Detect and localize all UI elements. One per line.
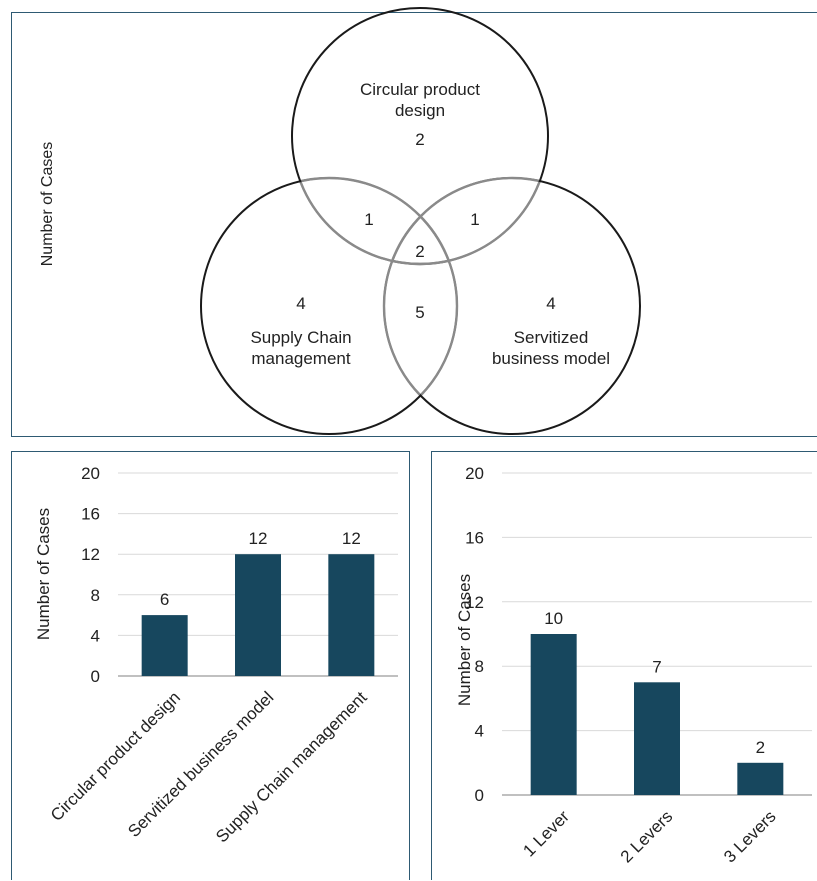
- y-tick-label: 4: [91, 626, 100, 645]
- bar: [530, 634, 577, 795]
- venn-count-circular-supply: 1: [364, 210, 373, 229]
- y-tick-label: 0: [475, 786, 484, 805]
- bar: [737, 762, 784, 795]
- y-tick-label: 12: [81, 545, 100, 564]
- y-tick-label: 16: [465, 528, 484, 547]
- y-tick-label: 12: [465, 593, 484, 612]
- bar: [235, 554, 281, 676]
- venn-label-supply-chain-line1: Supply Chain: [250, 328, 351, 347]
- venn-overlap-arc: [385, 179, 550, 266]
- bar-value-label: 10: [544, 609, 563, 628]
- bar-value-label: 12: [249, 529, 268, 548]
- venn-diagram: Number of Cases Circular product design 2 Su…: [39, 7, 641, 435]
- y-tick-label: 0: [91, 667, 100, 686]
- bar-chart-levers: 0 4 8 12 16 20 Number of Cases 10 1 Lever 7 2 Leve…: [455, 464, 812, 867]
- bar-chart-levers-panel: 0 4 8 12 16 20 Number of Cases 10 1 Lever 7 2 Leve…: [431, 451, 817, 880]
- y-tick-label: 20: [81, 464, 100, 483]
- y-tick-label: 16: [81, 505, 100, 524]
- x-category-label: 3 Levers: [720, 807, 780, 867]
- venn-overlap-arc: [382, 176, 547, 263]
- x-category-label: Supply Chain management: [212, 688, 371, 847]
- venn-label-supply-chain-line2: management: [251, 349, 351, 368]
- y-tick-label: 8: [475, 657, 484, 676]
- venn-overlap-arc: [382, 179, 456, 433]
- y-axis-label: Number of Cases: [34, 508, 53, 640]
- venn-diagram-panel: Number of Cases Circular product design 2 Su…: [11, 7, 817, 437]
- venn-label-circular-product-design-count: 2: [415, 130, 424, 149]
- bar-value-label: 6: [160, 590, 169, 609]
- venn-label-servitized-business-count: 4: [546, 294, 555, 313]
- bar: [634, 682, 680, 795]
- y-tick-label: 8: [91, 586, 100, 605]
- venn-label-servitized-business-line2: business model: [492, 349, 610, 368]
- bar: [141, 615, 188, 676]
- venn-label-supply-chain-count: 4: [296, 294, 305, 313]
- venn-label-servitized-business-line1: Servitized: [514, 328, 589, 347]
- bar: [328, 554, 375, 676]
- y-tick-label: 4: [475, 722, 484, 741]
- bar-value-label: 2: [756, 738, 765, 757]
- x-category-label: 2 Levers: [617, 807, 677, 867]
- bar-value-label: 12: [342, 529, 361, 548]
- bar-value-label: 7: [652, 657, 661, 676]
- y-tick-label: 20: [465, 464, 484, 483]
- venn-y-axis-label: Number of Cases: [39, 142, 56, 267]
- venn-label-circular-product-design-line1: Circular product: [360, 80, 480, 99]
- venn-count-circular-servitized: 1: [470, 210, 479, 229]
- bar-chart-mechanisms-panel: 0 4 8 12 16 20 Number of Cases 6 Circular produc…: [11, 451, 410, 880]
- venn-count-supply-servitized: 5: [415, 303, 424, 322]
- venn-count-all-three: 2: [415, 242, 424, 261]
- x-category-label: 1 Lever: [519, 807, 573, 861]
- y-axis-label: Number of Cases: [455, 574, 474, 706]
- venn-overlap-arc: [385, 179, 459, 433]
- venn-label-circular-product-design-line2: design: [395, 101, 445, 120]
- venn-overlap-arc: [293, 176, 459, 263]
